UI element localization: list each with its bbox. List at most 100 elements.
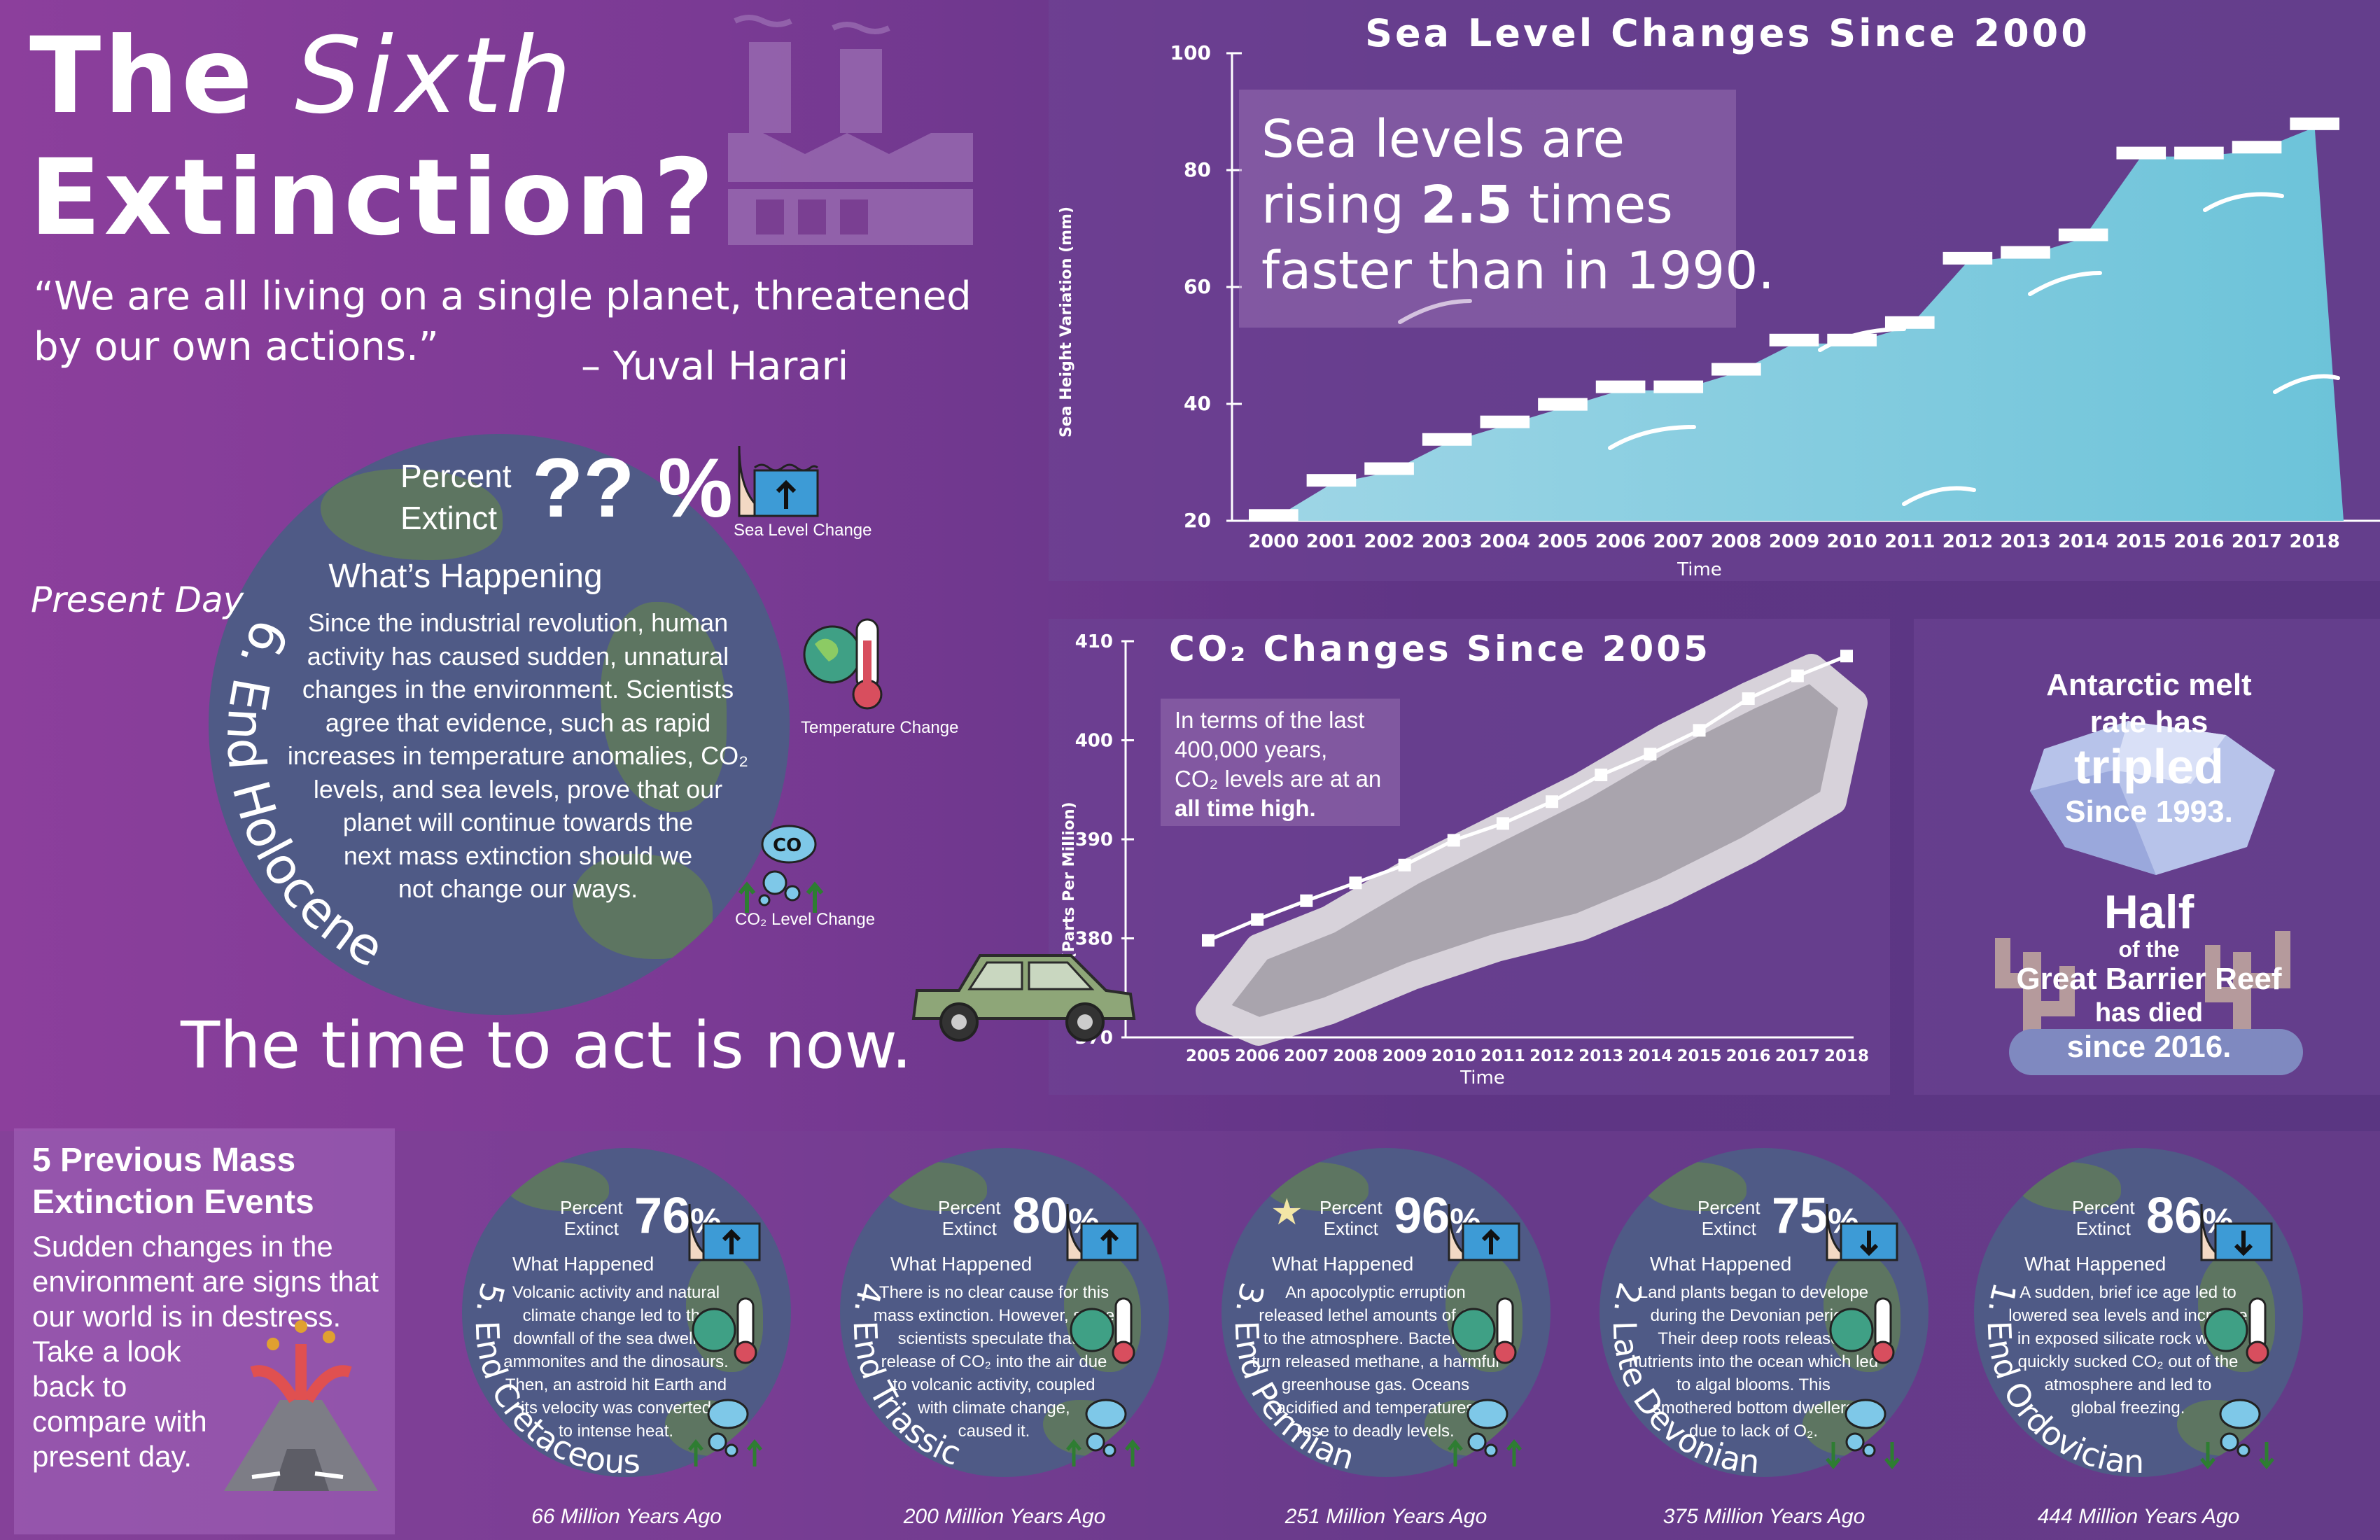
antarctic-line-1: Antarctic melt	[2046, 668, 2252, 702]
antarctic-line-4: Since 1993.	[2065, 794, 2233, 829]
event-description: Land plants began to develope during the …	[1628, 1281, 1879, 1443]
reef-stat: Half of the Great Barrier Reef has died …	[1967, 888, 2331, 1065]
sea-x-tick-label: 2008	[1711, 531, 1761, 552]
iceberg-icon	[2030, 721, 2275, 875]
previous-body: Sudden changes in the environment are sig…	[32, 1229, 379, 1474]
factory-icon	[728, 15, 973, 245]
sea-x-tick-label: 2005	[1537, 531, 1588, 552]
event-description-line: nutrients into the ocean which led	[1628, 1352, 1879, 1371]
co2-y-tick-label: 400	[1075, 731, 1113, 752]
event-description-line: Their deep roots released	[1658, 1329, 1849, 1348]
sea-callout-line-3: faster than in 1990.	[1261, 241, 1774, 301]
event-description-line: climate change led to the	[522, 1306, 710, 1325]
temperature-icon	[1070, 1297, 1135, 1364]
sea-chart-xlabel: Time	[1676, 559, 1722, 580]
what-happened-heading: What Happened	[512, 1253, 654, 1275]
percent-label-2: Extinct	[2076, 1218, 2131, 1239]
event-name: 4. End Triassic	[846, 1279, 966, 1473]
event-description-line: greenhouse gas. Oceans	[1281, 1376, 1470, 1394]
co2-point	[1693, 724, 1706, 737]
co2-x-tick-label: 2007	[1284, 1047, 1329, 1065]
co2-icon: CO	[738, 825, 824, 913]
sea-callout-value: 2.5	[1420, 175, 1513, 235]
temperature-icon-label: Temperature Change	[801, 718, 959, 737]
sea-level-bar	[2116, 146, 2166, 160]
smoke-cloud	[1196, 654, 1868, 1046]
event-time-ago: 251 Million Years Ago	[1284, 1505, 1488, 1528]
co2-icon	[2200, 1399, 2274, 1469]
co2-x-tick-label: 2015	[1677, 1047, 1722, 1065]
present-percent-label: Percent Extinct	[400, 455, 512, 539]
event-percent-value: 96%	[1394, 1187, 1481, 1245]
globe-land	[1264, 1162, 1368, 1211]
event-description-line: There is no clear cause for this	[878, 1283, 1110, 1302]
globe-land	[504, 1162, 609, 1211]
event-percent-number: 80	[1012, 1188, 1069, 1244]
page-title-extinction: Extinction?	[29, 137, 718, 259]
event-description-line: with climate change,	[918, 1399, 1070, 1418]
sea-level-bar	[1306, 474, 1357, 487]
sea-y-tick-label: 60	[1184, 275, 1211, 298]
temperature-icon	[692, 1297, 757, 1364]
sea-callout-times: times	[1512, 175, 1673, 235]
co2-note-line-2: 400,000 years,	[1175, 736, 1328, 762]
svg-text:4. End Triassic: 4. End Triassic	[846, 1279, 966, 1473]
co2-x-tick-label: 2009	[1382, 1047, 1427, 1065]
event-description-line: A sudden, brief ice age led to	[2019, 1283, 2236, 1302]
co2-note-line-1: In terms of the last	[1175, 707, 1365, 733]
sea-level-chart: Sea Level Changes Since 2000 Sea Height …	[1058, 11, 2380, 580]
present-day-label: Present Day	[31, 580, 244, 620]
co2-chart-xlabel: Time	[1460, 1068, 1505, 1088]
event-arc-label: 1. End Ordovician	[1980, 1279, 2145, 1477]
sea-x-tick-label: 2009	[1769, 531, 1819, 552]
co2-x-tick-label: 2016	[1726, 1047, 1771, 1065]
event-description-line: its velocity was converted	[520, 1399, 712, 1418]
event-description-line: smothered bottom dwellers	[1652, 1399, 1855, 1418]
sea-callout-line-2: rising 2.5 times	[1261, 172, 1774, 238]
sea-level-bar	[2232, 141, 2282, 154]
co2-chart-title: CO₂ Changes Since 2005	[1169, 629, 1711, 669]
previous-body-line: environment are signs that	[32, 1265, 379, 1298]
percent-label-1: Percent	[938, 1197, 1001, 1218]
event-description-line: quickly sucked CO₂ out of the	[2017, 1352, 2239, 1371]
sea-x-tick-label: 2010	[1826, 531, 1877, 552]
title-the: The	[29, 15, 255, 137]
sea-level-bar	[1480, 415, 1530, 428]
co2-point	[1595, 769, 1608, 782]
sea-x-tick-label: 2001	[1306, 531, 1357, 552]
car-icon	[911, 954, 1136, 1042]
call-to-action: The time to act is now.	[181, 1008, 912, 1083]
present-body-line: agree that evidence, such as rapid	[325, 708, 711, 737]
co2-x-tick-label: 2006	[1235, 1047, 1280, 1065]
sea-x-tick-label: 2017	[2232, 531, 2282, 552]
previous-heading-1: 5 Previous Mass	[32, 1142, 296, 1179]
percent-label-2: Extinct	[564, 1218, 619, 1239]
co2-note	[1161, 699, 1400, 826]
event-description: Volcanic activity and natural climate cha…	[490, 1281, 742, 1443]
sea-level-bar	[1653, 380, 1704, 393]
event-description-line: due to lack of O₂.	[1688, 1422, 1819, 1441]
previous-body-line: Take a look	[32, 1335, 181, 1368]
title-sixth: Sixth	[295, 15, 575, 137]
sea-x-tick-label: 2000	[1248, 531, 1298, 552]
co2-point	[1447, 834, 1460, 847]
co2-point	[1251, 913, 1264, 926]
sea-level-bar	[1364, 462, 1414, 475]
co2-icon	[1448, 1399, 1522, 1466]
reef-line-5: since 2016.	[2066, 1030, 2232, 1064]
event-description-line: to the atmosphere. Bacteria in	[1263, 1329, 1488, 1348]
event-description: A sudden, brief ice age led to lowered se…	[2002, 1281, 2254, 1420]
antarctic-line-3: tripled	[2074, 739, 2224, 794]
sea-chart-ylabel: Sea Height Variation (mm)	[1058, 206, 1075, 438]
co2-x-tick-label: 2018	[1824, 1047, 1869, 1065]
event-icons	[1826, 1204, 1900, 1469]
wave-stroke	[1902, 486, 1976, 506]
event-percent-label: Percent Extinct	[1320, 1197, 1382, 1239]
reef-line-1: Half	[2104, 886, 2194, 939]
sea-level-icon-label: Sea Level Change	[734, 521, 872, 540]
sea-x-tick-label: 2013	[2000, 531, 2050, 552]
percent-label-2: Extinct	[400, 500, 498, 536]
event-percent-label: Percent Extinct	[2072, 1197, 2135, 1239]
sea-y-tick-label: 80	[1184, 158, 1211, 181]
percent-label-1: Percent	[2072, 1197, 2135, 1218]
